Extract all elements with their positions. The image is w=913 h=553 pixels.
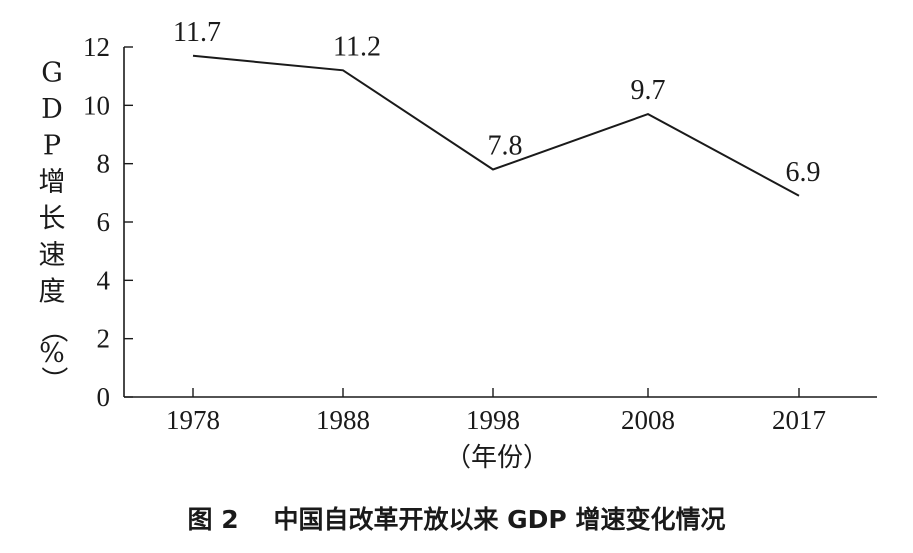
x-tick-label: 1978	[166, 405, 220, 435]
y-axis-label-char: G	[41, 58, 63, 89]
y-axis-label-char: （	[38, 316, 69, 343]
y-tick-label: 12	[83, 32, 110, 62]
y-axis-label-char: 速	[39, 240, 66, 271]
y-axis-label-char: P	[43, 131, 61, 162]
data-label: 9.7	[631, 75, 666, 106]
series-line	[192, 54, 800, 197]
y-tick-label: 0	[97, 382, 111, 412]
y-axis-label-char: %	[39, 338, 65, 369]
x-tick-label: 1988	[316, 405, 370, 435]
x-ticks: 1978 1988 1998 2008 2017	[166, 388, 826, 435]
figure-caption: 图 2 中国自改革开放以来 GDP 增速变化情况	[187, 505, 726, 534]
data-label: 7.8	[488, 131, 523, 162]
y-tick-label: 2	[97, 324, 111, 354]
y-axis-label-char: 度	[39, 277, 66, 308]
series-layer	[192, 54, 800, 197]
data-label: 11.7	[173, 17, 221, 48]
x-axis-label: （年份）	[445, 443, 549, 473]
y-axis-label-char: 长	[39, 204, 66, 235]
x-tick-label: 2008	[621, 405, 675, 435]
y-axis-label-char: 增	[39, 167, 66, 198]
y-tick-label: 6	[97, 207, 111, 237]
chart-axes	[123, 47, 877, 398]
y-ticks: 0 2 4 6 8 10 12	[83, 32, 133, 412]
y-axis-label-char: ）	[38, 366, 69, 393]
data-labels: 11.7 11.2 7.8 9.7 6.9	[173, 17, 820, 188]
y-tick-label: 10	[83, 90, 110, 120]
y-tick-label: 4	[97, 265, 111, 295]
data-label: 11.2	[333, 31, 381, 62]
y-tick-label: 8	[97, 149, 111, 179]
x-tick-label: 1998	[466, 405, 520, 435]
x-tick-label: 2017	[772, 405, 826, 435]
data-label: 6.9	[786, 157, 821, 188]
y-axis-label-char: D	[41, 94, 63, 125]
